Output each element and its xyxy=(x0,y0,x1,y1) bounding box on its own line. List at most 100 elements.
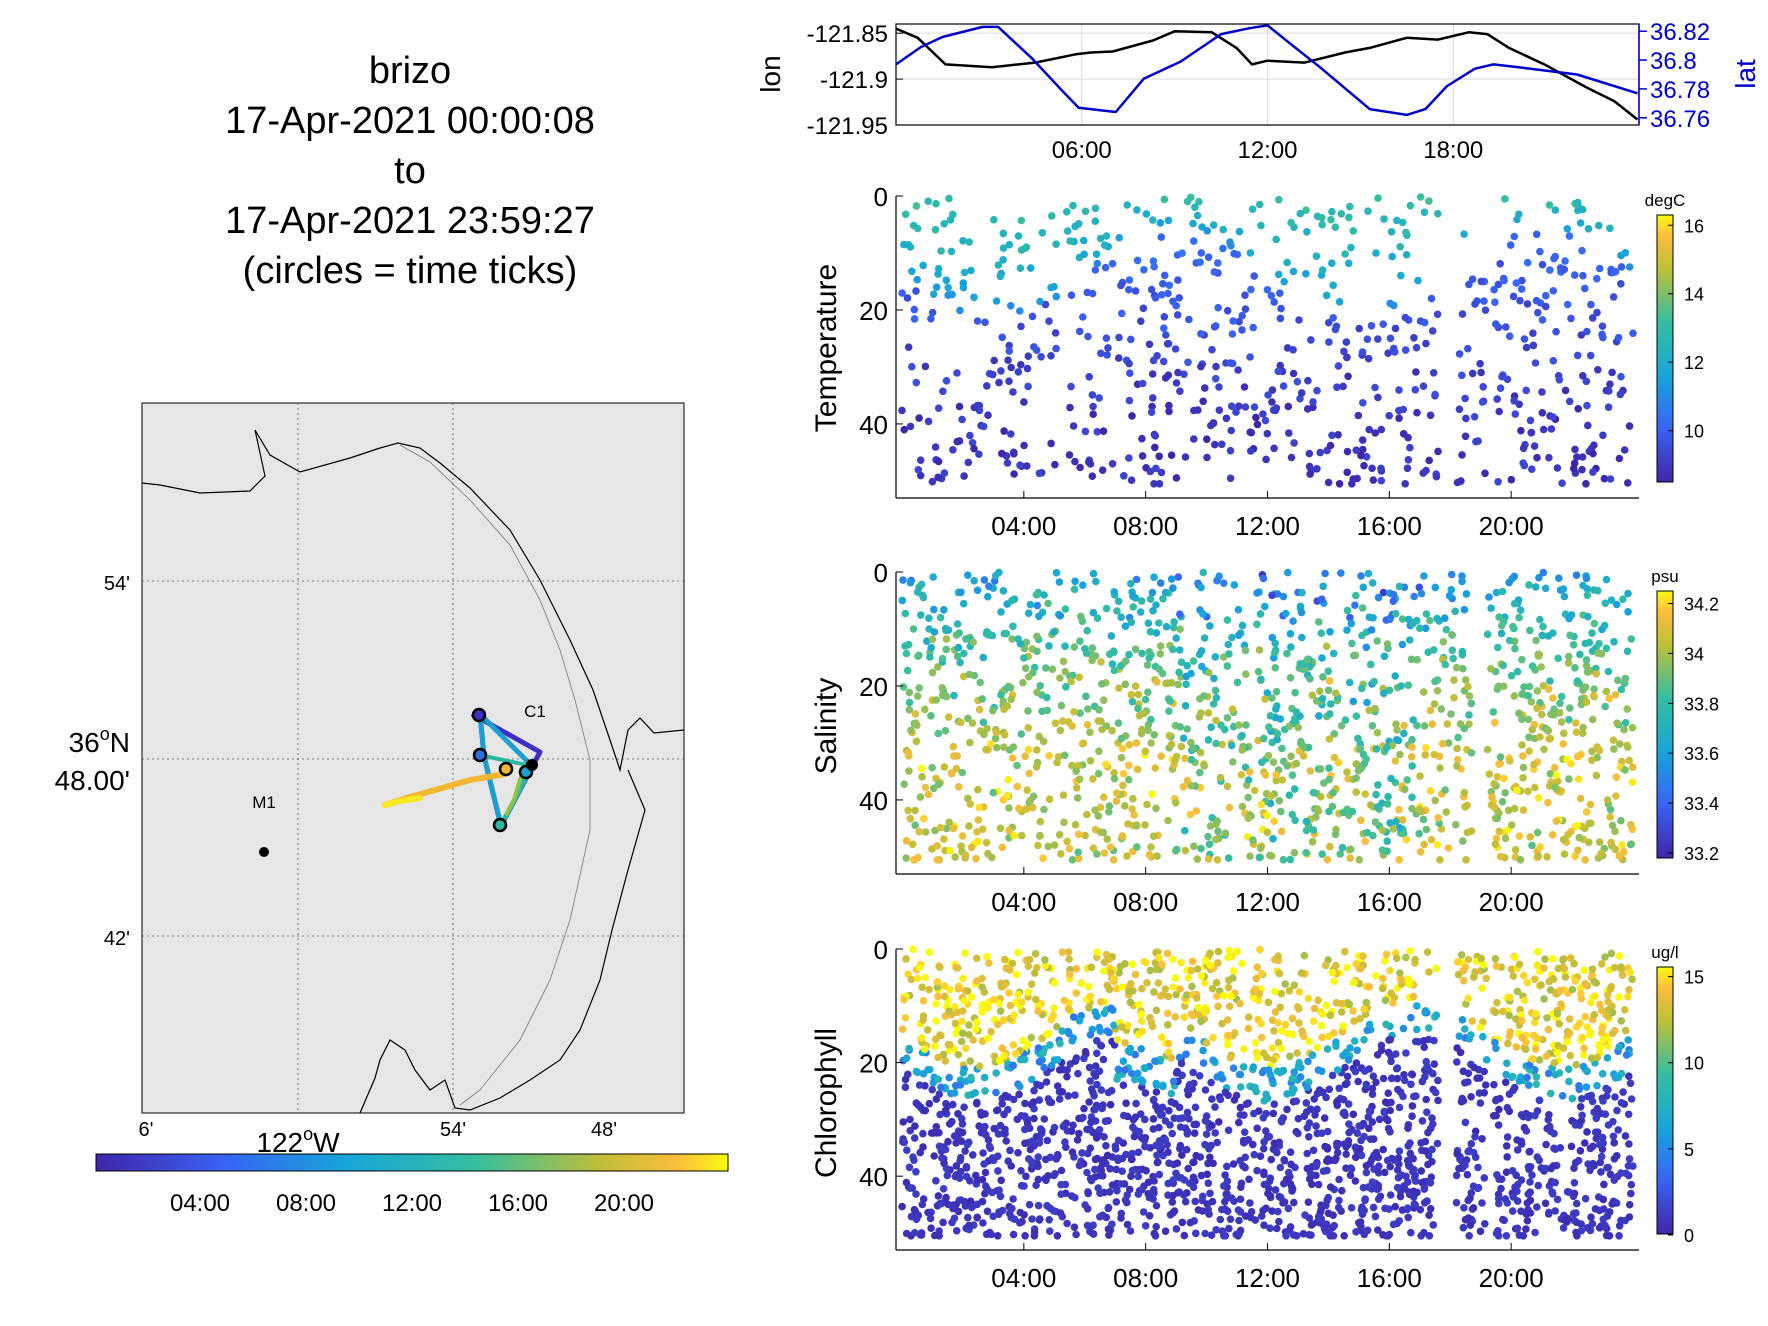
scatter-point xyxy=(918,764,926,773)
scatter-point xyxy=(1193,211,1202,220)
scatter-point xyxy=(1335,1175,1343,1184)
scatter-point xyxy=(1113,1035,1122,1044)
scatter-point xyxy=(1118,309,1126,318)
scatter-point xyxy=(910,1156,918,1164)
scatter-point xyxy=(1097,828,1105,836)
scatter-point xyxy=(1578,1033,1587,1042)
scatter-point xyxy=(1225,1002,1234,1011)
scatter-point xyxy=(1363,335,1372,344)
scatter-point xyxy=(981,318,989,327)
scatter-point xyxy=(1356,745,1365,753)
scatter-point xyxy=(1032,995,1040,1004)
scatter-point xyxy=(1191,1197,1199,1206)
scatter-point xyxy=(1586,800,1595,809)
scatter-point xyxy=(1149,1125,1158,1133)
scatter-point xyxy=(1492,834,1501,843)
scatter-point xyxy=(1485,770,1494,778)
scatter-point xyxy=(1625,422,1634,430)
scatter-point xyxy=(1070,643,1079,651)
scatter-point xyxy=(1020,441,1028,450)
scatter-point xyxy=(1218,1019,1226,1028)
scatter-point xyxy=(1396,1192,1405,1201)
scatter-point xyxy=(1256,844,1265,853)
scatter-point xyxy=(1550,1059,1559,1067)
time-tick-label: 20:00 xyxy=(1479,511,1544,541)
scatter-point xyxy=(1249,1063,1258,1071)
scatter-point xyxy=(916,456,925,465)
scatter-point xyxy=(1106,843,1115,851)
scatter-point xyxy=(1141,695,1150,704)
scatter-point xyxy=(1189,1183,1198,1192)
scatter-point xyxy=(1277,989,1286,998)
scatter-point xyxy=(1134,1069,1142,1078)
scatter-point xyxy=(907,1212,916,1221)
scatter-point xyxy=(1129,794,1137,803)
scatter-point xyxy=(1119,1111,1128,1120)
scatter-point xyxy=(1465,711,1473,719)
scatter-point xyxy=(930,1152,938,1160)
scatter-point xyxy=(1277,304,1285,313)
scatter-point xyxy=(1597,1168,1605,1176)
scatter-point xyxy=(1391,609,1400,618)
scatter-point xyxy=(1005,347,1014,355)
scatter-point xyxy=(998,1206,1007,1215)
scatter-point xyxy=(1341,250,1349,258)
scatter-point xyxy=(1039,1049,1047,1057)
scatter-point xyxy=(1226,992,1235,1000)
scatter-point xyxy=(1547,425,1556,433)
scatter-point xyxy=(1416,772,1424,780)
scatter-point xyxy=(1009,743,1018,751)
scatter-point xyxy=(1108,726,1116,735)
scatter-point xyxy=(1198,223,1206,231)
scatter-point xyxy=(1526,1209,1535,1217)
scatter-point xyxy=(955,629,963,637)
scatter-point xyxy=(1148,370,1157,378)
scatter-point xyxy=(1125,740,1134,749)
scatter-point xyxy=(1408,762,1416,770)
scatter-point xyxy=(1373,803,1382,811)
scatter-point xyxy=(1169,983,1178,991)
scatter-point xyxy=(1165,1159,1173,1167)
scatter-point xyxy=(1416,624,1424,632)
scatter-point xyxy=(1496,753,1505,761)
scatter-point xyxy=(1288,810,1297,819)
scatter-point xyxy=(1012,998,1021,1006)
scatter-point xyxy=(1360,1005,1368,1013)
scatter-point xyxy=(1325,338,1333,346)
scatter-point xyxy=(1014,948,1022,957)
scatter-point xyxy=(1368,464,1376,473)
scatter-point xyxy=(1201,384,1209,392)
scatter-point xyxy=(1072,1054,1081,1062)
scatter-point xyxy=(1589,691,1598,700)
scatter-point xyxy=(1624,479,1632,487)
scatter-point xyxy=(1571,852,1579,861)
scatter-point xyxy=(1519,444,1528,453)
scatter-point xyxy=(1598,330,1606,339)
scatter-point xyxy=(1549,357,1558,365)
scatter-point xyxy=(979,1219,987,1227)
scatter-point xyxy=(1535,1096,1544,1104)
scatter-point xyxy=(1224,983,1233,992)
scatter-point xyxy=(1330,753,1339,762)
scatter-point xyxy=(1190,237,1198,245)
scatter-point xyxy=(1420,572,1428,580)
scatter-point xyxy=(1499,1215,1507,1224)
scatter-point xyxy=(1373,728,1382,737)
scatter-point xyxy=(1316,765,1325,773)
scatter-point xyxy=(1165,1106,1173,1115)
scatter-point xyxy=(1035,469,1044,478)
scatter-point xyxy=(915,414,923,422)
scatter-point xyxy=(1034,1175,1043,1184)
scatter-point xyxy=(1389,1220,1398,1229)
scatter-point xyxy=(1008,959,1017,968)
scatter-point xyxy=(1097,349,1105,358)
scatter-point xyxy=(1579,372,1587,380)
scatter-point xyxy=(1167,1089,1176,1098)
scatter-point xyxy=(941,1057,950,1065)
scatter-point xyxy=(1375,1162,1383,1170)
scatter-point xyxy=(1436,856,1444,864)
scatter-point xyxy=(1600,621,1609,630)
scatter-point xyxy=(1330,1221,1338,1230)
scatter-point xyxy=(975,1122,983,1130)
scatter-point xyxy=(1172,474,1181,482)
